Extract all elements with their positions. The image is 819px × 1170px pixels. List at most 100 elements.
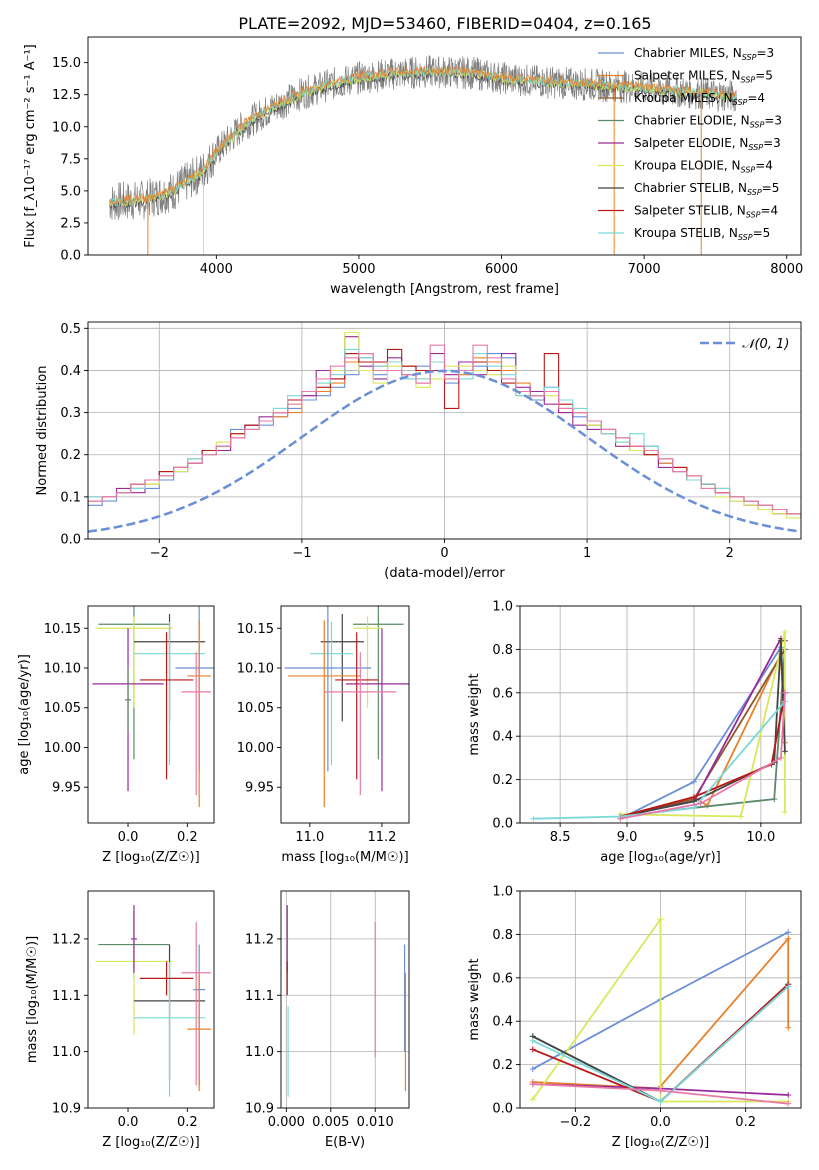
y-tick-label: 11.0 xyxy=(245,1045,274,1060)
x-axis-label: wavelength [Angstrom, rest frame] xyxy=(330,282,559,297)
weight-marker xyxy=(781,809,788,816)
x-tick-label: −1 xyxy=(292,546,311,561)
chart-residuals: −2 −1 0 1 2 0.0 0.1 0.2 0.3 0.4 0.5 (data-model)/er… xyxy=(35,321,802,581)
weight-marker xyxy=(529,1081,536,1088)
x-tick-label: 8000 xyxy=(770,262,803,277)
x-tick-label: −0.2 xyxy=(560,1115,592,1130)
weight-marker xyxy=(781,748,788,755)
weight-marker xyxy=(777,754,784,761)
x-tick-label: −2 xyxy=(150,546,169,561)
histogram-extra xyxy=(88,344,801,515)
x-tick-label: 9.0 xyxy=(617,830,638,845)
y-axis-label: Flux [f_λ10⁻¹⁷ erg cm⁻² s⁻¹ A⁻¹] xyxy=(23,44,38,248)
y-tick-label: 0.4 xyxy=(60,364,81,379)
legend-label: Chabrier STELIB, NSSP=5 xyxy=(634,181,779,197)
legend-label: Kroupa MILES, NSSP=4 xyxy=(634,91,765,107)
legend-label: Salpeter STELIB, NSSP=4 xyxy=(634,204,778,220)
x-axis-label: Z [log₁₀(Z/Z☉)] xyxy=(102,1135,199,1150)
figure-title: PLATE=2092, MJD=53460, FIBERID=0404, z=0… xyxy=(238,14,651,33)
weight-marker xyxy=(529,1096,536,1103)
weight-line-kroupa-elodie xyxy=(620,631,786,818)
weight-marker xyxy=(530,815,537,822)
y-tick-label: 0.4 xyxy=(492,1015,513,1030)
weight-marker xyxy=(785,1100,792,1107)
x-tick-label: 1 xyxy=(583,546,591,561)
y-tick-label: 9.95 xyxy=(52,781,81,796)
plot-area-age-vs-mass xyxy=(284,606,409,808)
histogram-kroupa-elodie xyxy=(88,331,801,519)
weight-marker xyxy=(777,637,784,644)
y-tick-label: 10.10 xyxy=(44,662,81,677)
weight-marker xyxy=(781,689,788,696)
x-tick-label: 6000 xyxy=(485,262,518,277)
weight-marker xyxy=(781,629,788,636)
chart-age-vs-Z: 0.0 0.2 9.95 10.00 10.05 10.10 10.15 Z [log₁₀(Z… xyxy=(17,605,215,865)
y-tick-label: 0.0 xyxy=(60,533,81,548)
x-tick-label: 8.5 xyxy=(550,830,571,845)
weight-marker xyxy=(785,929,792,936)
weight-line-extra xyxy=(620,692,786,820)
x-tick-label: 2 xyxy=(726,546,734,561)
y-tick-label: 0.0 xyxy=(492,817,513,832)
y-tick-label: 0.0 xyxy=(492,1102,513,1117)
x-tick-label: 9.5 xyxy=(684,830,705,845)
weight-marker xyxy=(529,1065,536,1072)
plot-area-weight-vs-age xyxy=(530,629,788,822)
chart-mass-vs-Z: 0.0 0.2 10.9 11.0 11.1 11.2 Z [log₁₀(Z/Z☉)] mas… xyxy=(25,890,215,1150)
model-line-salpeter-miles xyxy=(109,64,737,206)
y-tick-label: 10.05 xyxy=(237,701,274,716)
x-tick-label: 0 xyxy=(440,546,448,561)
y-tick-label: 10.15 xyxy=(44,622,81,637)
chart-weight-vs-Z: −0.2 0.0 0.2 0.0 0.2 0.4 0.6 0.8 1.0 Z [log₁₀(Z/Z… xyxy=(467,885,802,1150)
weight-line-salpeter-elodie xyxy=(620,637,786,818)
legend-label: Salpeter ELODIE, NSSP=3 xyxy=(634,136,781,152)
y-tick-label: 7.5 xyxy=(60,152,81,167)
plot-area-spectrum xyxy=(108,55,737,255)
y-tick-label: 0.6 xyxy=(492,971,513,986)
chart-weight-vs-age: 8.5 9.0 9.5 10.0 0.0 0.2 0.4 0.6 0.8 1.0 age [log₁… xyxy=(467,600,802,865)
y-tick-label: 0.3 xyxy=(60,406,81,421)
y-tick-label: 0.8 xyxy=(492,643,513,658)
weight-marker xyxy=(785,1091,792,1098)
x-tick-label: 0.2 xyxy=(177,830,198,845)
weight-marker xyxy=(617,815,624,822)
x-axis-label: Z [log₁₀(Z/Z☉)] xyxy=(612,1135,709,1150)
y-tick-label: 11.1 xyxy=(245,989,274,1004)
axes-frame xyxy=(280,890,410,1109)
y-tick-label: 10.9 xyxy=(245,1102,274,1117)
histogram-kroupa-stelib xyxy=(88,348,801,515)
weight-marker xyxy=(737,813,744,820)
x-axis-label: E(B-V) xyxy=(325,1135,365,1150)
x-tick-label: 0.000 xyxy=(268,1115,305,1130)
x-tick-label: 0.005 xyxy=(312,1115,349,1130)
axes-frame xyxy=(87,890,215,1109)
y-tick-label: 0.4 xyxy=(492,730,513,745)
y-tick-label: 12.5 xyxy=(52,88,81,103)
weight-marker xyxy=(529,1037,536,1044)
weight-marker xyxy=(785,935,792,942)
x-tick-label: 11.0 xyxy=(295,830,324,845)
y-tick-label: 5.0 xyxy=(60,184,81,199)
weight-line-salpeter-stelib xyxy=(620,692,786,818)
x-tick-label: 0.010 xyxy=(357,1115,394,1130)
y-tick-label: 11.1 xyxy=(52,989,81,1004)
x-tick-label: 0.0 xyxy=(650,1115,671,1130)
axes-frame xyxy=(280,605,410,824)
x-axis-label: mass [log₁₀(M/M☉)] xyxy=(281,850,408,865)
legend-label: 𝒩(0, 1) xyxy=(742,337,789,352)
axes-frame xyxy=(519,605,802,824)
y-tick-label: 1.0 xyxy=(492,600,513,615)
legend-label: Kroupa STELIB, NSSP=5 xyxy=(634,226,770,242)
legend-label: Chabrier MILES, NSSP=3 xyxy=(634,46,774,62)
y-tick-label: 10.10 xyxy=(237,662,274,677)
x-tick-label: 11.2 xyxy=(367,830,396,845)
legend-label: Chabrier ELODIE, NSSP=3 xyxy=(634,114,782,130)
y-tick-label: 10.15 xyxy=(237,622,274,637)
plot-area-age-vs-Z xyxy=(92,606,214,808)
weight-marker xyxy=(657,1087,664,1094)
weight-marker xyxy=(785,1024,792,1031)
x-axis-label: Z [log₁₀(Z/Z☉)] xyxy=(102,850,199,865)
y-tick-label: 0.0 xyxy=(60,249,81,264)
x-tick-label: 0.2 xyxy=(735,1115,756,1130)
